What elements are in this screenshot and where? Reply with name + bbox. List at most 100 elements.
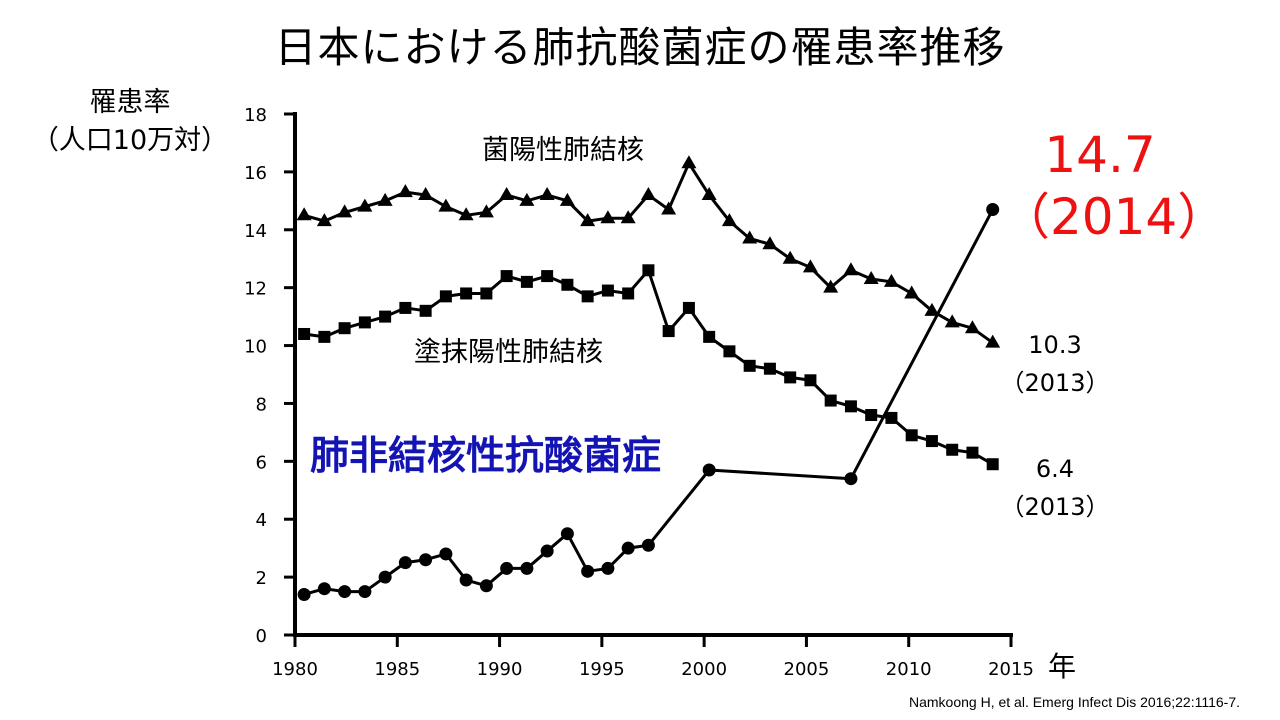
circle-marker [398, 556, 412, 570]
circle-marker [581, 564, 595, 578]
circle-marker [601, 561, 615, 575]
page-title: 日本における肺抗酸菌症の罹患率推移 [274, 23, 1006, 72]
series-label-culture-positive: 菌陽性肺結核 [482, 135, 644, 166]
triangle-marker [640, 187, 656, 201]
square-marker [885, 411, 898, 424]
square-marker [338, 322, 351, 335]
triangle-marker [843, 262, 859, 276]
square-marker [925, 435, 938, 448]
circle-marker [500, 561, 514, 575]
circle-marker [358, 585, 372, 599]
square-marker [642, 264, 655, 277]
triangle-marker [823, 279, 839, 293]
square-marker [480, 287, 493, 300]
circle-marker [317, 582, 331, 596]
circle-marker [419, 553, 433, 567]
smear-2013-annotation: 6.4 （2013） [1000, 450, 1110, 526]
circle-marker [540, 544, 554, 558]
x-tick-label: 1990 [477, 659, 523, 680]
circle-marker [338, 585, 352, 599]
circle-marker [560, 527, 574, 541]
square-marker [500, 270, 513, 283]
x-tick-label: 2010 [886, 659, 932, 680]
y-tick-label: 10 [244, 337, 267, 358]
square-marker [946, 443, 959, 456]
square-marker [399, 301, 412, 314]
triangle-marker [539, 187, 555, 201]
square-marker [379, 310, 392, 323]
x-tick-label: 1985 [374, 659, 420, 680]
y-tick-label: 16 [244, 163, 267, 184]
circle-marker [702, 463, 716, 477]
square-marker [804, 374, 817, 387]
series-label-smear-positive: 塗抹陽性肺結核 [414, 337, 603, 368]
triangle-marker [904, 285, 920, 299]
triangle-marker [964, 320, 980, 334]
triangle-marker [721, 213, 737, 227]
x-axis-unit: 年 [1048, 650, 1077, 683]
square-marker [419, 304, 432, 317]
circle-marker [844, 472, 858, 486]
circle-marker [621, 541, 635, 555]
triangle-marker [802, 259, 818, 273]
triangle-marker [985, 334, 1001, 348]
triangle-marker [580, 213, 596, 227]
triangle-marker [438, 198, 454, 212]
triangle-marker [661, 201, 677, 215]
square-marker [986, 458, 999, 471]
triangle-marker [701, 187, 717, 201]
square-marker [581, 290, 594, 303]
ntm-2014-year: （2014） [1000, 188, 1228, 246]
triangle-marker [519, 192, 535, 206]
square-marker [298, 327, 311, 340]
triangle-marker [600, 210, 616, 224]
square-marker [601, 284, 614, 297]
triangle-marker [397, 184, 413, 198]
x-tick-label: 2015 [988, 659, 1034, 680]
triangle-marker [924, 302, 940, 316]
triangle-marker [458, 207, 474, 221]
triangle-marker [357, 198, 373, 212]
smear-2013-value: 6.4 [1035, 455, 1075, 483]
y-tick-label: 12 [244, 279, 267, 300]
culture-2013-year: （2013） [1000, 369, 1110, 397]
square-marker [439, 290, 452, 303]
y-tick-label: 6 [256, 452, 267, 473]
y-tick-label: 14 [244, 221, 267, 242]
y-tick-label: 2 [256, 568, 267, 589]
square-marker [905, 429, 918, 442]
culture-2013-annotation: 10.3 （2013） [1000, 326, 1110, 402]
y-axis-label-main: 罹患率 [89, 87, 171, 118]
triangle-marker [316, 213, 332, 227]
triangle-marker [883, 273, 899, 287]
citation: Namkoong H, et al. Emerg Infect Dis 2016… [909, 694, 1240, 710]
y-tick-label: 18 [244, 105, 267, 126]
square-marker [541, 270, 554, 283]
square-marker [844, 400, 857, 413]
circle-marker [459, 573, 473, 587]
square-marker [703, 330, 716, 343]
y-tick-label: 8 [256, 394, 267, 415]
circle-marker [297, 587, 311, 601]
square-marker [662, 325, 675, 338]
square-marker [743, 359, 756, 372]
series-label-ntm: 肺非結核性抗酸菌症 [310, 434, 662, 479]
square-marker [622, 287, 635, 300]
square-marker [824, 394, 837, 407]
circle-marker [378, 570, 392, 584]
triangle-marker [863, 270, 879, 284]
circle-marker [439, 547, 453, 561]
square-marker [865, 409, 878, 422]
square-marker [723, 345, 736, 358]
triangle-marker [377, 192, 393, 206]
x-tick-label: 1980 [272, 659, 318, 680]
x-tick-label: 1995 [579, 659, 625, 680]
y-tick-label: 4 [256, 510, 267, 531]
y-tick-label: 0 [256, 626, 267, 647]
triangle-marker [762, 236, 778, 250]
circle-marker [641, 538, 655, 552]
triangle-marker [478, 204, 494, 218]
square-marker [763, 362, 776, 375]
triangle-marker [742, 230, 758, 244]
